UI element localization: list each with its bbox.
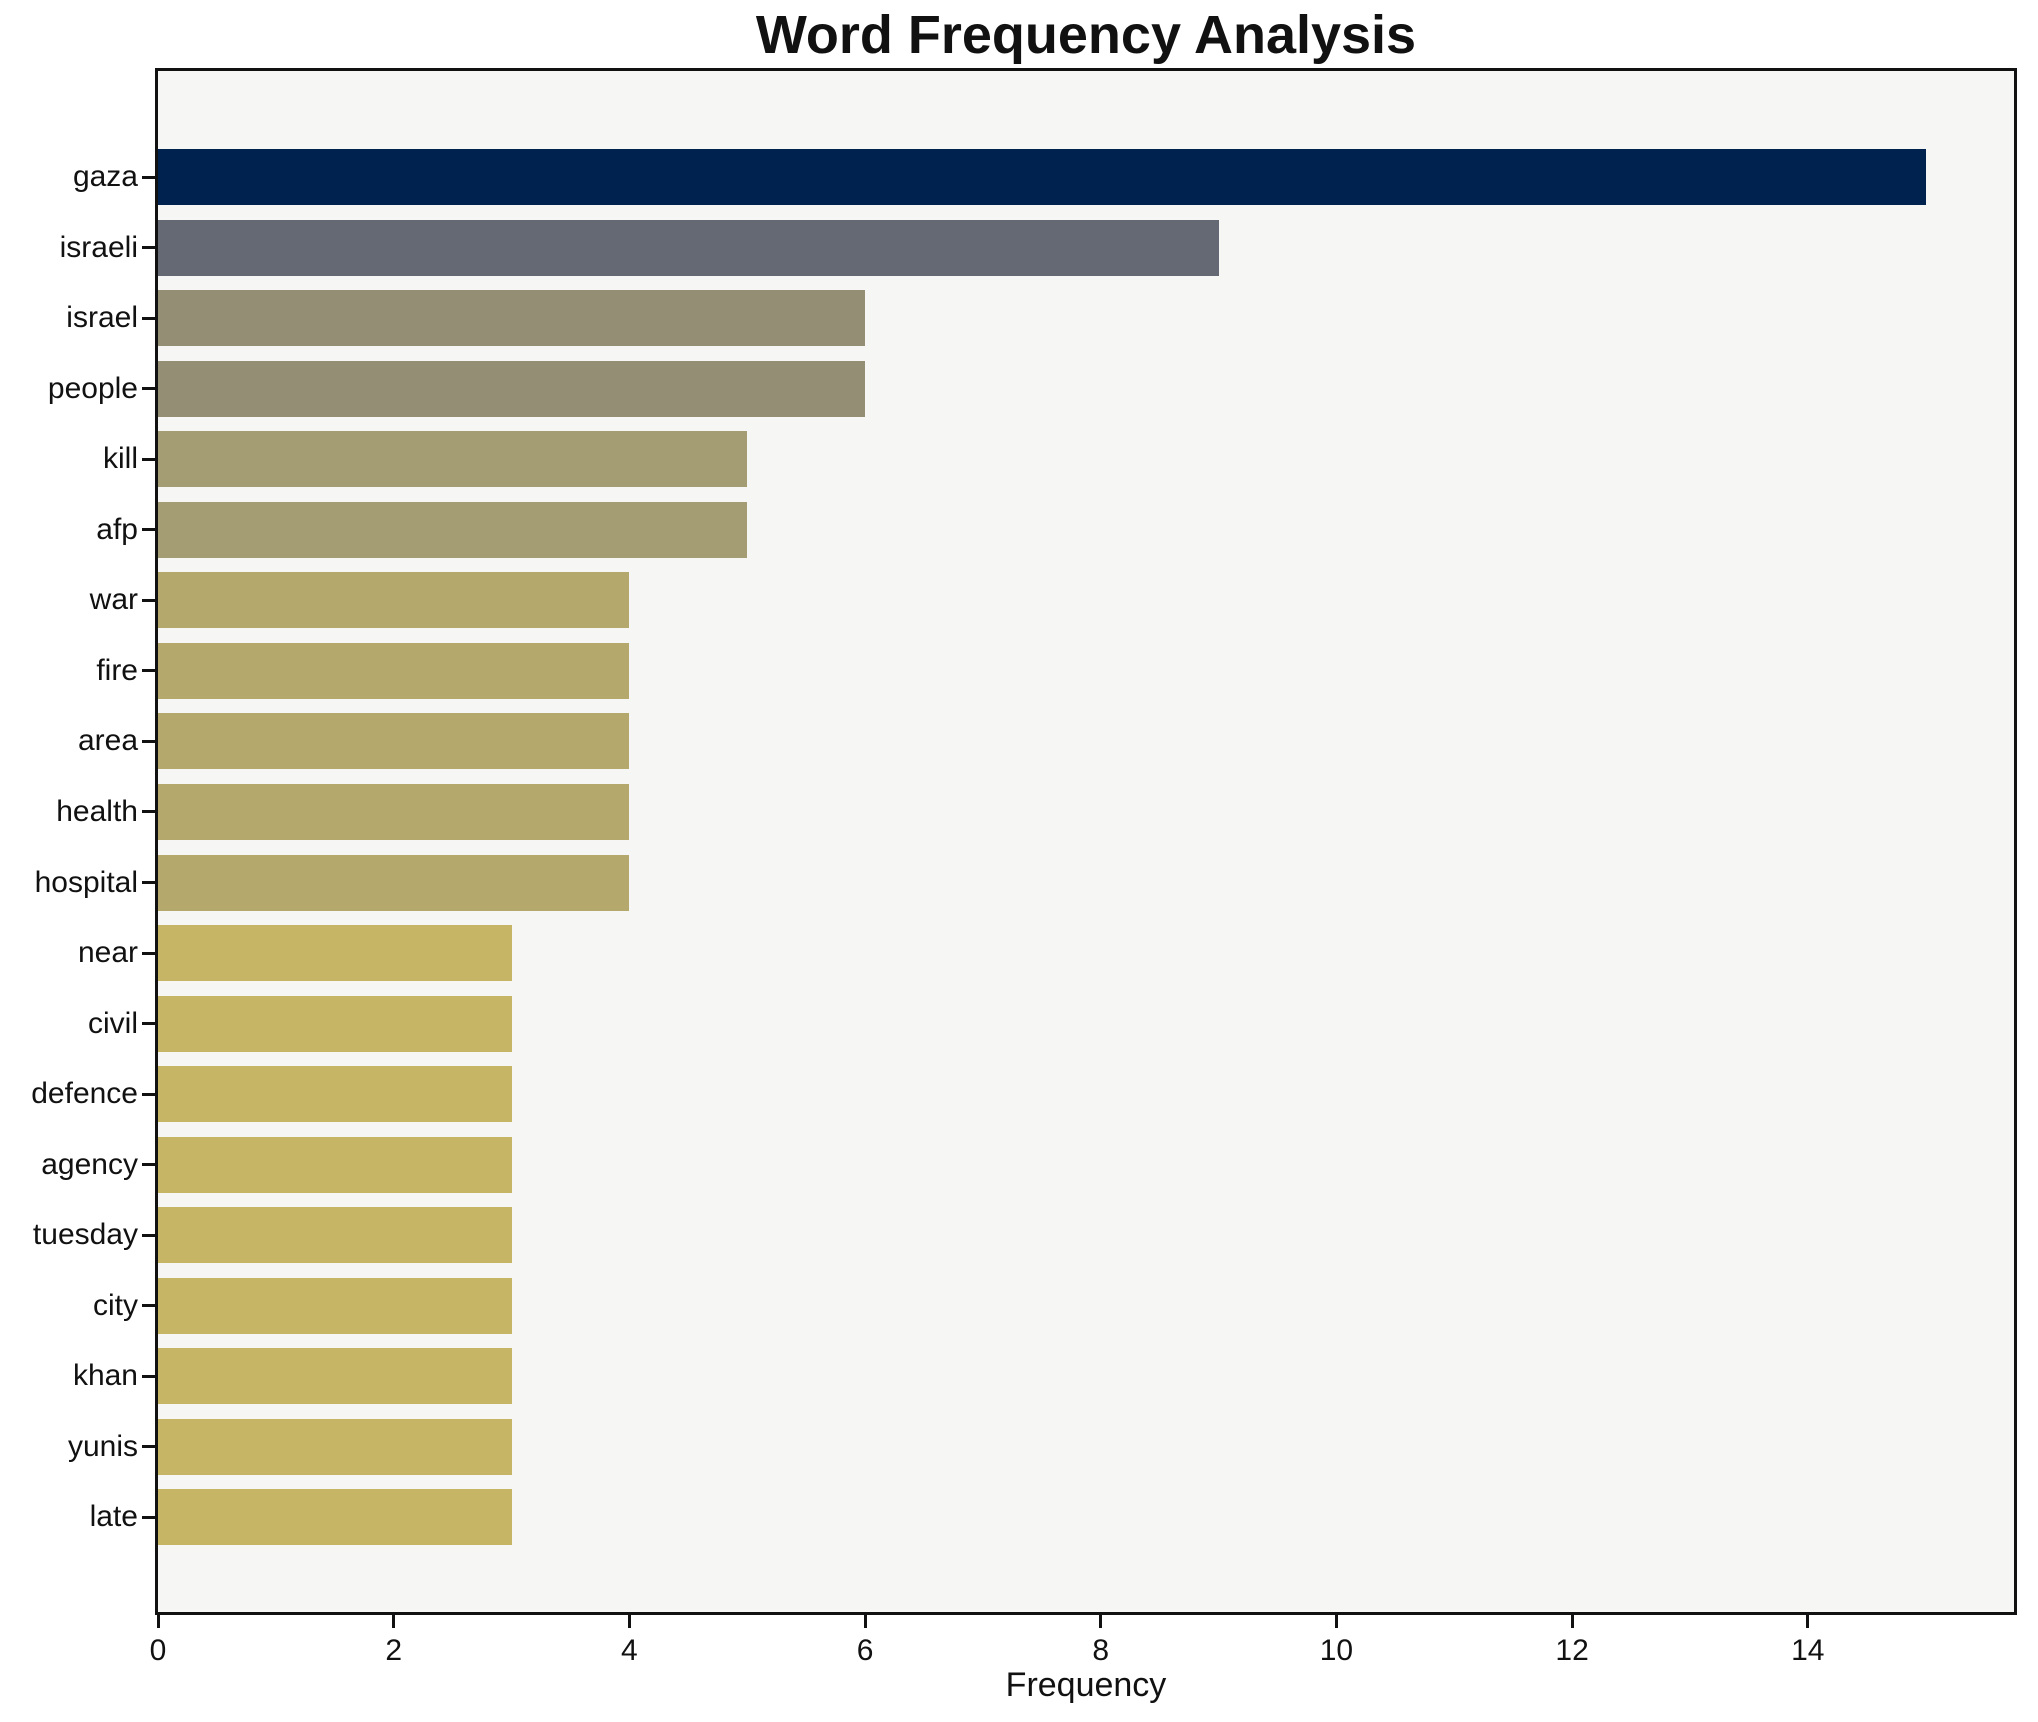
x-tick-8 <box>1099 1615 1103 1628</box>
y-tick-label-late: late <box>89 1500 138 1534</box>
y-tick-hospital <box>142 881 155 884</box>
bar-afp <box>158 501 748 558</box>
x-tick-label-8: 8 <box>1092 1634 1110 1667</box>
y-tick-label-defence: defence <box>31 1077 138 1111</box>
bar-gaza <box>158 149 1926 205</box>
bar-civil <box>158 995 512 1052</box>
bar-yunis <box>158 1418 512 1475</box>
x-tick-10 <box>1334 1615 1338 1628</box>
y-tick-tuesday <box>142 1233 155 1237</box>
y-tick-israeli <box>142 246 155 250</box>
y-tick-label-agency: agency <box>41 1147 138 1181</box>
y-tick-fire <box>142 669 155 673</box>
bar-late <box>158 1489 512 1546</box>
x-tick-2 <box>392 1615 396 1628</box>
y-tick-health <box>142 810 155 814</box>
y-tick-near <box>142 951 155 955</box>
y-tick-yunis <box>142 1445 155 1449</box>
y-tick-label-khan: khan <box>72 1359 138 1393</box>
bar-tuesday <box>158 1207 512 1264</box>
x-tick-label-6: 6 <box>856 1634 874 1667</box>
bar-hospital <box>158 854 630 911</box>
bar-near <box>158 925 512 982</box>
y-tick-area <box>142 739 155 743</box>
y-tick-label-israeli: israeli <box>59 230 138 264</box>
x-tick-4 <box>627 1615 631 1628</box>
y-tick-label-fire: fire <box>96 653 138 687</box>
y-tick-label-civil: civil <box>88 1006 138 1040</box>
y-tick-label-kill: kill <box>103 442 138 476</box>
x-axis-label: Frequency <box>1005 1666 1167 1704</box>
x-tick-6 <box>863 1615 867 1628</box>
chart-title: Word Frequency Analysis <box>755 5 1417 65</box>
bar-health <box>158 783 630 840</box>
y-tick-city <box>142 1304 155 1308</box>
y-tick-people <box>142 387 155 391</box>
x-tick-12 <box>1570 1615 1574 1628</box>
x-tick-14 <box>1806 1615 1810 1628</box>
x-tick-label-0: 0 <box>149 1634 167 1667</box>
bar-defence <box>158 1066 512 1123</box>
bar-israel <box>158 290 866 347</box>
y-tick-label-gaza: gaza <box>72 160 138 193</box>
y-tick-label-war: war <box>89 583 138 617</box>
x-tick-label-10: 10 <box>1319 1634 1354 1667</box>
y-tick-label-city: city <box>93 1288 138 1322</box>
y-tick-label-near: near <box>77 936 138 970</box>
y-tick-afp <box>142 528 155 532</box>
y-tick-label-tuesday: tuesday <box>32 1218 138 1252</box>
bar-area <box>158 713 630 770</box>
y-tick-civil <box>142 1022 155 1026</box>
y-tick-agency <box>142 1163 155 1167</box>
y-tick-late <box>142 1515 155 1519</box>
y-tick-label-yunis: yunis <box>67 1429 138 1463</box>
y-tick-gaza <box>142 175 155 179</box>
y-tick-label-hospital: hospital <box>34 865 138 899</box>
x-tick-label-2: 2 <box>385 1634 403 1667</box>
y-tick-label-area: area <box>77 724 138 758</box>
bar-israeli <box>158 219 1219 276</box>
bar-kill <box>158 431 748 488</box>
bar-people <box>158 360 866 417</box>
y-tick-label-afp: afp <box>96 512 138 546</box>
y-tick-label-israel: israel <box>66 301 138 335</box>
bar-war <box>158 572 630 629</box>
y-tick-war <box>142 598 155 602</box>
y-tick-khan <box>142 1374 155 1378</box>
bar-city <box>158 1277 512 1334</box>
y-tick-israel <box>142 316 155 320</box>
x-tick-label-12: 12 <box>1555 1634 1589 1667</box>
x-tick-label-4: 4 <box>621 1634 638 1667</box>
y-tick-defence <box>142 1092 155 1096</box>
bar-fire <box>158 642 630 699</box>
bar-agency <box>158 1136 512 1193</box>
x-tick-0 <box>156 1615 160 1628</box>
x-tick-label-14: 14 <box>1791 1634 1825 1667</box>
y-tick-kill <box>142 457 155 461</box>
bar-khan <box>158 1348 512 1405</box>
y-tick-label-people: people <box>47 371 138 405</box>
plot-area <box>155 68 2017 1615</box>
y-tick-label-health: health <box>56 794 138 828</box>
